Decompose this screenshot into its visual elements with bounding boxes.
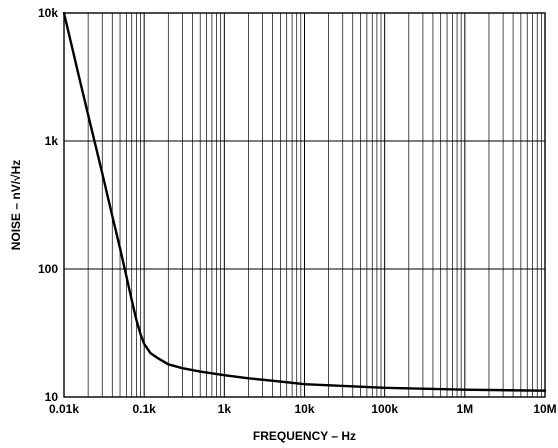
x-tick-label: 10k: [294, 402, 314, 416]
x-axis-title: FREQUENCY – Hz: [253, 429, 356, 443]
x-tick-label: 100k: [371, 402, 398, 416]
x-tick-label: 10M: [533, 402, 556, 416]
x-tick-labels: 0.01k 0.1k 1k 10k 100k 1M 10M: [49, 402, 557, 416]
x-tick-label: 0.1k: [132, 402, 156, 416]
y-tick-label: 100: [38, 262, 58, 276]
grid-layer: [64, 13, 545, 397]
x-tick-label: 1M: [456, 402, 473, 416]
y-tick-label: 10: [45, 390, 59, 404]
series-layer: [62, 11, 547, 392]
y-tick-label: 10k: [38, 6, 58, 20]
plot-frame: [63, 12, 546, 398]
y-axis-title: NOISE – nV/√Hz: [9, 160, 23, 251]
noise-curve-line: [62, 11, 547, 392]
x-tick-label: 0.01k: [49, 402, 79, 416]
x-tick-label: 1k: [218, 402, 232, 416]
y-tick-label: 1k: [45, 134, 59, 148]
y-tick-labels: 10 100 1k 10k: [38, 6, 58, 404]
